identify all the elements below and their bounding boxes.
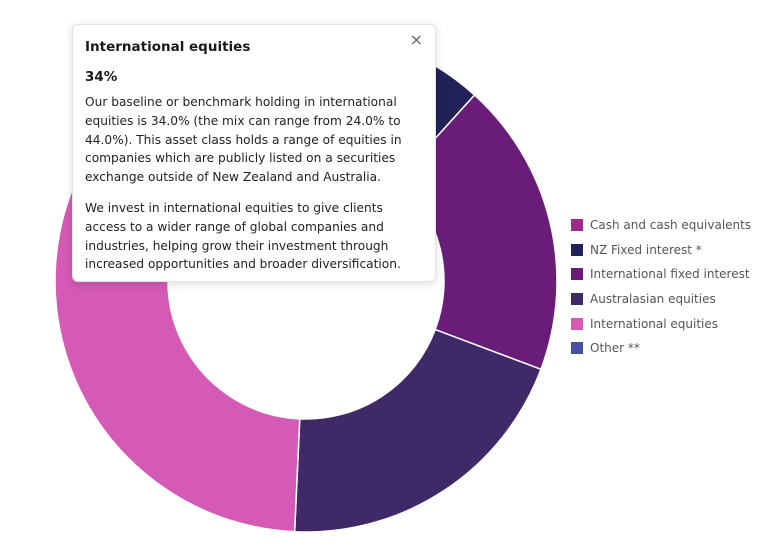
close-icon[interactable]: × bbox=[409, 30, 423, 49]
legend-item-cash[interactable]: Cash and cash equivalents bbox=[571, 213, 751, 238]
legend-swatch-international-equities bbox=[571, 317, 583, 330]
slice-australasian-equities[interactable] bbox=[293, 328, 542, 533]
chart-legend: Cash and cash equivalents NZ Fixed inter… bbox=[571, 213, 751, 361]
legend-swatch-cash bbox=[571, 219, 583, 232]
legend-label-international-equities: International equities bbox=[590, 316, 719, 331]
tooltip-title: International equities bbox=[85, 39, 251, 55]
legend-item-international-fixed-interest[interactable]: International fixed interest bbox=[571, 262, 751, 287]
legend-item-australasian-equities[interactable]: Australasian equities bbox=[571, 287, 751, 312]
slice-tooltip: × International equities 34% Our baselin… bbox=[72, 24, 436, 282]
legend-swatch-other bbox=[571, 342, 583, 355]
legend-label-other: Other ** bbox=[590, 341, 640, 356]
tooltip-description: Our baseline or benchmark holding in int… bbox=[85, 95, 402, 185]
legend-item-nz-fixed-interest[interactable]: NZ Fixed interest * bbox=[571, 238, 751, 263]
legend-swatch-nz-fixed-interest bbox=[571, 243, 583, 256]
tooltip-rationale: We invest in international equities to g… bbox=[85, 200, 401, 272]
legend-label-international-fixed-interest: International fixed interest bbox=[590, 267, 750, 282]
legend-swatch-international-fixed-interest bbox=[571, 268, 583, 281]
tooltip-value: 34% bbox=[85, 69, 118, 85]
legend-label-australasian-equities: Australasian equities bbox=[590, 292, 716, 307]
legend-item-international-equities[interactable]: International equities bbox=[571, 311, 751, 336]
legend-item-other[interactable]: Other ** bbox=[571, 336, 751, 361]
legend-label-cash: Cash and cash equivalents bbox=[590, 218, 752, 233]
legend-swatch-australasian-equities bbox=[571, 293, 583, 306]
legend-label-nz-fixed-interest: NZ Fixed interest * bbox=[590, 242, 702, 257]
